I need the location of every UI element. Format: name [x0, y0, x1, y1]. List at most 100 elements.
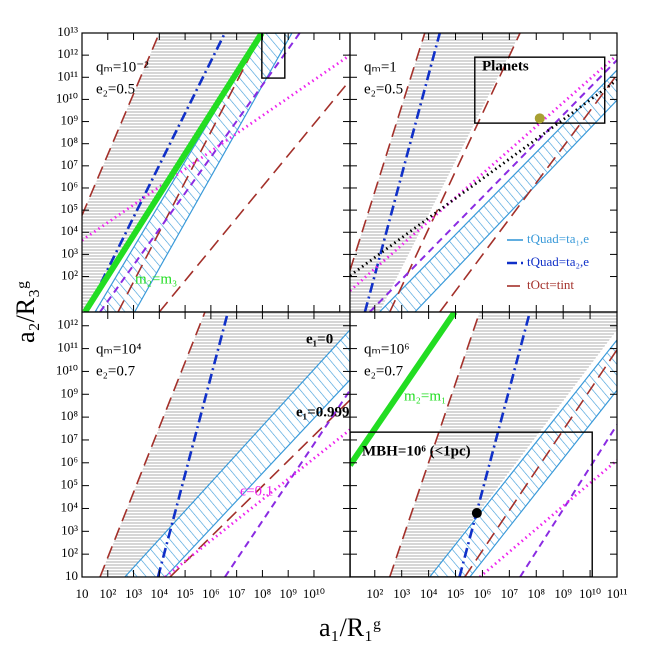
x-tick-label: 10³	[125, 586, 142, 601]
plot-area	[82, 33, 350, 312]
line	[224, 389, 350, 577]
line	[363, 33, 442, 312]
line	[439, 74, 617, 312]
y-tick-label: 10⁴	[60, 499, 78, 514]
box	[350, 431, 593, 577]
panel-label: e₂=0.7	[364, 363, 404, 379]
line	[389, 33, 521, 312]
legend-label: tOct=tint	[527, 277, 574, 292]
panel-label: e₂=0.5	[364, 81, 403, 97]
x-tick-label: 10⁷	[501, 586, 519, 601]
panel-label: qₘ=10⁶	[364, 341, 410, 357]
line	[82, 33, 161, 216]
panel-frame	[349, 311, 618, 578]
x-tick-label: 10⁸	[254, 586, 272, 601]
x-tick-label: 10⁹	[279, 586, 297, 601]
y-tick-label: 10⁷	[60, 157, 78, 172]
y-tick-label: 10¹⁰	[56, 362, 78, 377]
y-tick-label: 10¹³	[57, 24, 78, 39]
line	[99, 33, 301, 312]
line	[117, 33, 263, 312]
plot-area	[99, 312, 350, 577]
plot-area	[350, 33, 617, 312]
x-tick-label: 10⁶	[202, 586, 220, 601]
x-tick-label: 10⁹	[554, 586, 572, 601]
y-tick-label: 10¹¹	[57, 68, 78, 83]
annotation: m₂=m₃	[135, 271, 177, 287]
x-tick-label: 10¹⁰	[579, 586, 601, 601]
legend-label: tQuad=ta₂,e	[527, 254, 589, 269]
x-tick-label: 10⁴	[151, 586, 169, 601]
x-tick-label: 10²	[366, 586, 383, 601]
y-tick-label: 10²	[61, 545, 78, 560]
line	[158, 79, 350, 312]
line	[458, 312, 532, 577]
line	[519, 424, 617, 577]
point	[471, 508, 482, 519]
line	[156, 312, 230, 577]
x-tick-label: 10⁵	[176, 586, 194, 601]
point	[534, 113, 545, 124]
annotation: MBH=10⁶ (<1pc)	[362, 443, 471, 459]
y-axis-label: a₂/R₃ᵍ	[11, 281, 40, 343]
region	[389, 312, 617, 577]
y-tick-label: 10¹²	[57, 317, 78, 332]
region	[100, 312, 350, 577]
y-tick-label: 10⁵	[60, 477, 78, 492]
x-tick-label: 10⁵	[447, 586, 465, 601]
line	[99, 312, 206, 577]
x-tick-label: 10¹⁰	[303, 586, 325, 601]
x-tick-label: 10⁸	[527, 586, 545, 601]
y-tick-label: 10⁶	[60, 179, 78, 194]
y-tick-label: 10	[65, 568, 78, 583]
line	[350, 33, 426, 271]
annotation: m₂=m₁	[404, 388, 446, 404]
box	[261, 33, 286, 79]
panel-label: qₘ=10⁻²	[96, 59, 149, 75]
annotation: e₁=0	[306, 331, 333, 347]
y-tick-label: 10³	[61, 245, 78, 260]
annotation: ϵ=0.1	[240, 483, 273, 499]
line	[169, 399, 350, 577]
y-tick-label: 10¹⁰	[56, 90, 78, 105]
line	[350, 312, 458, 467]
line	[388, 312, 481, 577]
y-tick-label: 10²	[61, 268, 78, 283]
line	[82, 53, 350, 242]
line	[82, 33, 265, 312]
panel-label: qₘ=1	[364, 59, 397, 75]
line	[478, 459, 617, 577]
panel-label: e₂=0.5	[96, 81, 135, 97]
x-tick-label: 10²	[99, 586, 116, 601]
y-tick-label: 10⁸	[60, 135, 78, 150]
line	[91, 33, 227, 302]
y-tick-label: 10⁷	[60, 431, 78, 446]
line	[350, 79, 617, 277]
panel-label: e₂=0.7	[96, 363, 136, 379]
y-tick-label: 10⁹	[60, 385, 78, 400]
region	[350, 33, 521, 312]
x-tick-label: 10⁷	[228, 586, 246, 601]
panel-label: qₘ=10⁴	[96, 341, 142, 357]
plot-area	[350, 312, 617, 577]
y-tick-label: 10⁸	[60, 408, 78, 423]
x-tick-label: 10³	[393, 586, 410, 601]
x-tick-label: 10¹¹	[607, 586, 628, 601]
annotation: Planets	[482, 58, 529, 74]
y-tick-label: 10¹²	[57, 46, 78, 61]
x-tick-label: 10⁴	[420, 586, 438, 601]
y-tick-label: 10¹¹	[57, 340, 78, 355]
y-tick-label: 10⁶	[60, 454, 78, 469]
y-tick-label: 10⁴	[60, 223, 78, 238]
y-tick-label: 10⁵	[60, 201, 78, 216]
x-axis-label: a₁/R₁ᵍ	[319, 613, 381, 642]
line	[464, 349, 617, 577]
legend-label: tQuad=ta₁,e	[527, 231, 589, 246]
y-tick-label: 10⁹	[60, 113, 78, 128]
region	[378, 69, 617, 312]
x-tick-label: 10	[76, 586, 89, 601]
region	[124, 328, 350, 577]
line	[369, 59, 617, 312]
y-tick-label: 10³	[61, 522, 78, 537]
